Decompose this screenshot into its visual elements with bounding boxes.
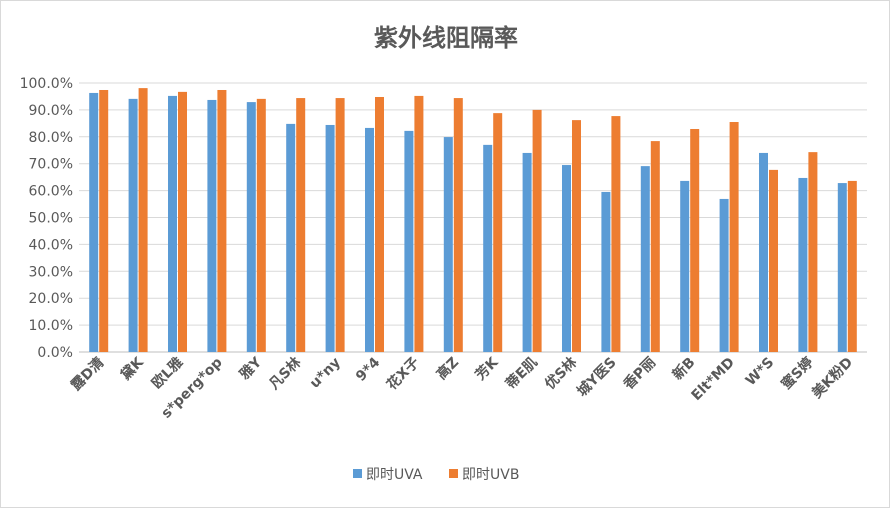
x-category-label: 凡S林 — [266, 354, 305, 393]
bar-uva — [759, 152, 768, 352]
x-category-label: u*ny — [307, 355, 344, 392]
bar-uvb — [650, 141, 660, 352]
bar-uva — [404, 130, 414, 352]
legend-swatch — [449, 469, 458, 478]
bar-uvb — [729, 122, 739, 352]
bar-uvb — [414, 95, 424, 353]
bar-uvb — [493, 113, 503, 353]
y-tick-label: 20.0% — [29, 291, 73, 307]
bar-uvb — [217, 89, 227, 352]
bar-uvb — [611, 116, 621, 352]
x-category-label: 美K粉D — [808, 354, 856, 402]
x-category-label: 蒂E肌 — [502, 354, 541, 393]
bar-uvb — [453, 98, 463, 353]
y-tick-label: 90.0% — [29, 103, 73, 119]
bar-uvb — [808, 152, 818, 352]
bar-uvb — [532, 109, 542, 353]
bar-uva — [640, 166, 650, 352]
bar-uvb — [296, 98, 306, 353]
y-tick-label: 50.0% — [29, 211, 73, 227]
bar-uva — [128, 98, 138, 352]
bar-uva — [601, 191, 611, 352]
y-tick-label: 70.0% — [29, 157, 73, 173]
chart-title: 紫外线阻隔率 — [374, 24, 518, 52]
bar-uva — [207, 99, 217, 353]
bar-uvb — [256, 98, 266, 352]
bar-uva — [837, 183, 847, 352]
bar-uvb — [847, 180, 857, 352]
x-category-label: 高Z — [433, 354, 462, 383]
x-category-label: 欧L雅 — [148, 354, 186, 392]
bar-uva — [719, 198, 729, 352]
bar-uva — [246, 102, 256, 352]
bar-uvb — [138, 88, 148, 353]
x-category-label: 新B — [669, 354, 698, 383]
bar-uvb — [769, 169, 778, 352]
bar-uvb — [335, 98, 345, 353]
bar-uvb — [572, 120, 581, 352]
x-category-label: 芳K — [472, 353, 502, 383]
bar-uva — [680, 180, 690, 352]
bar-uva — [483, 144, 493, 352]
x-category-label: W*S — [743, 355, 778, 390]
bar-uva — [286, 123, 296, 352]
x-category-label: 香P丽 — [619, 354, 659, 394]
y-tick-label: 10.0% — [29, 318, 73, 334]
bar-uva — [325, 124, 335, 353]
bar-uva — [168, 95, 177, 353]
y-tick-label: 40.0% — [29, 237, 73, 253]
bar-uva — [798, 177, 808, 352]
x-category-label: 花X子 — [383, 354, 422, 393]
x-category-label: 城Y医S — [574, 354, 620, 400]
y-tick-label: 60.0% — [29, 184, 73, 200]
x-category-label: 蜜S婷 — [778, 354, 817, 393]
bar-uva — [522, 152, 532, 352]
x-category-label: 黛K — [117, 353, 147, 383]
bar-uvb — [178, 91, 187, 352]
y-tick-label: 0.0% — [37, 345, 73, 361]
x-category-label: 雅Y — [236, 353, 266, 383]
y-tick-label: 80.0% — [29, 130, 73, 146]
bar-uva — [443, 137, 453, 352]
bar-uva — [562, 165, 571, 352]
y-tick-label: 100.0% — [20, 76, 73, 92]
bar-uvb — [690, 128, 700, 352]
x-category-label: Elt*MD — [688, 355, 737, 404]
bar-uvb — [99, 89, 109, 352]
bar-uva — [89, 92, 99, 352]
legend-label: 即时UVB — [462, 467, 519, 483]
bar-uva — [365, 127, 374, 352]
x-category-label: 露D清 — [67, 354, 107, 394]
x-category-label: 优S林 — [541, 354, 580, 393]
legend-label: 即时UVA — [366, 467, 423, 483]
bar-uvb — [375, 96, 384, 352]
y-tick-label: 30.0% — [29, 264, 73, 280]
x-category-label: 9*4 — [353, 354, 383, 384]
legend-swatch — [353, 469, 362, 478]
